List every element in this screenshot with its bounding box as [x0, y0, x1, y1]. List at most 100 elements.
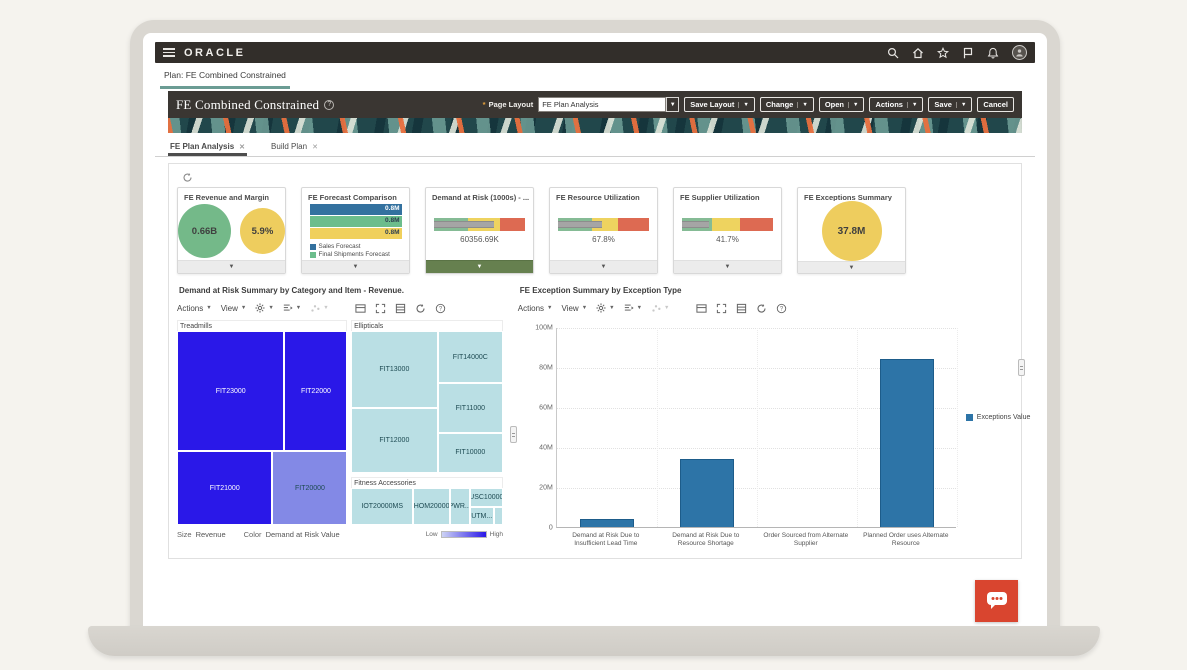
table-view-icon[interactable]: [395, 303, 406, 314]
view-menu[interactable]: View ▼: [220, 303, 247, 313]
favorites-star-icon[interactable]: [937, 46, 949, 59]
tile-title: FE Exceptions Summary: [804, 193, 892, 202]
tile-expand-button[interactable]: ▼: [178, 260, 285, 273]
chart-type-icon[interactable]: ▼: [310, 303, 329, 313]
oracle-logo: ORACLE: [184, 46, 246, 59]
bullet-measure-bar: [433, 221, 495, 228]
kpi-tile[interactable]: FE Supplier Utilization 41.7% ▼: [673, 187, 782, 274]
tile-body: 41.7%: [674, 202, 781, 260]
legend-swatch: [965, 414, 973, 421]
chat-button[interactable]: [975, 580, 1018, 622]
actions-button[interactable]: Actions ▼: [869, 97, 924, 112]
treemap-chart: Treadmills FIT23000 FIT22000 FIT21000 FIT200…: [177, 320, 503, 525]
user-avatar[interactable]: [1012, 45, 1027, 60]
refresh-icon[interactable]: [182, 170, 193, 187]
bullet-segment: [499, 218, 526, 231]
freeze-icon[interactable]: [355, 303, 366, 314]
tile-expand-button[interactable]: ▼: [426, 260, 533, 273]
treemap-cell[interactable]: IOT20000MS: [351, 487, 414, 525]
treemap-cell[interactable]: FIT10000: [437, 433, 503, 473]
tile-expand-button[interactable]: ▼: [798, 261, 905, 273]
exception-bar-chart: 0 20M 40M 60M 80M 100M Demand at Risk Due to I…: [518, 322, 1030, 560]
treemap-cell[interactable]: [493, 507, 503, 525]
gear-icon[interactable]: ▼: [596, 303, 615, 313]
y-axis-tick-label: 60M: [539, 404, 553, 412]
table-view-icon[interactable]: [736, 303, 747, 314]
treemap-group-label: Treadmills: [177, 320, 348, 331]
kpi-tile[interactable]: FE Revenue and Margin 0.66B 5.9% ▼: [177, 187, 286, 274]
treemap-cell[interactable]: FIT21000: [177, 451, 273, 525]
open-button[interactable]: Open ▼: [818, 97, 865, 112]
kpi-tile[interactable]: FE Exceptions Summary 37.8M ▼: [797, 187, 906, 274]
chart-type-icon[interactable]: ▼: [651, 303, 670, 313]
tab-fe-plan-analysis[interactable]: FE Plan Analysis ✕: [168, 142, 248, 156]
y-axis-tick-label: 100M: [535, 324, 553, 332]
tile-expand-button[interactable]: ▼: [550, 260, 657, 273]
treemap-cell[interactable]: PWR...: [449, 487, 470, 525]
view-menu[interactable]: View ▼: [561, 303, 588, 313]
close-tab-icon[interactable]: ✕: [312, 143, 318, 151]
bar-series-exceptions-value[interactable]: [579, 519, 634, 527]
change-button[interactable]: Change ▼: [759, 97, 814, 112]
notifications-bell-icon[interactable]: [987, 47, 999, 59]
treemap-cell[interactable]: FIT13000: [351, 331, 438, 408]
kpi-tiles-row: FE Revenue and Margin 0.66B 5.9% ▼ FE Foreca…: [177, 187, 1021, 274]
gear-icon[interactable]: ▼: [255, 303, 274, 313]
tile-title: FE Revenue and Margin: [184, 193, 270, 202]
legend-item: Final Shipments Forecast: [309, 251, 402, 258]
mini-bar: 0.8M: [309, 228, 402, 239]
gridline: [556, 368, 956, 369]
freeze-icon[interactable]: [695, 303, 707, 314]
search-icon[interactable]: [887, 47, 899, 59]
kpi-tile[interactable]: FE Forecast Comparison 0.8M 0.8M 0.8M Sales …: [301, 187, 410, 274]
y-axis-tick-label: 20M: [539, 484, 553, 492]
tile-body: 67.8%: [550, 202, 657, 260]
format-icon[interactable]: ▼: [283, 303, 301, 313]
treemap-cell[interactable]: FIT12000: [351, 407, 438, 473]
format-icon[interactable]: ▼: [624, 303, 642, 313]
treemap-cell[interactable]: FIT23000: [177, 331, 285, 452]
treemap-cell[interactable]: HOM20000: [413, 487, 450, 525]
bar-chart-panel-title: FE Exception Summary by Exception Type: [519, 286, 682, 295]
chart-plot-area: 0 20M 40M 60M 80M 100M: [535, 325, 958, 532]
actions-menu[interactable]: Actions ▼: [177, 303, 212, 313]
close-tab-icon[interactable]: ✕: [239, 143, 246, 151]
panel-splitter-handle[interactable]: [1018, 359, 1025, 376]
treemap-cell[interactable]: FIT14000C: [437, 331, 503, 384]
help-icon[interactable]: ?: [776, 303, 787, 314]
treemap-group-label: Ellipticals: [351, 320, 503, 331]
hamburger-menu-icon[interactable]: [163, 48, 175, 57]
save-button[interactable]: Save ▼: [928, 97, 973, 112]
home-icon[interactable]: [912, 47, 924, 59]
tile-expand-button[interactable]: ▼: [302, 260, 409, 273]
help-icon[interactable]: ?: [435, 303, 446, 314]
treemap-cell[interactable]: FIT11000: [437, 383, 503, 434]
kpi-tile[interactable]: Demand at Risk (1000s) - ... 60356.69K ▼: [425, 187, 534, 274]
help-icon[interactable]: ?: [324, 99, 335, 110]
page-layout-input[interactable]: [538, 97, 667, 112]
detach-icon[interactable]: [375, 303, 386, 314]
workspace-tabs: FE Plan Analysis ✕ Build Plan ✕: [155, 133, 1035, 157]
treemap-cell[interactable]: USC10000: [469, 487, 503, 508]
app-window: ORACLE: [143, 33, 1047, 630]
panel-splitter-handle[interactable]: [509, 426, 517, 443]
gridline: [556, 448, 956, 449]
treemap-cell[interactable]: FIT20000: [272, 451, 348, 525]
tab-build-plan[interactable]: Build Plan ✕: [271, 142, 318, 151]
cancel-button[interactable]: Cancel: [977, 97, 1014, 112]
refresh-icon[interactable]: [415, 303, 426, 314]
bullet-measure-bar: [681, 221, 710, 228]
detach-icon[interactable]: [716, 303, 727, 314]
bar-series-exceptions-value[interactable]: [679, 459, 734, 527]
tile-expand-button[interactable]: ▼: [674, 260, 781, 273]
bar-series-exceptions-value[interactable]: [879, 359, 934, 527]
flag-announcements-icon[interactable]: [962, 47, 974, 59]
treemap-cell[interactable]: FIT22000: [284, 331, 348, 452]
treemap-cell[interactable]: UTM...: [469, 507, 494, 525]
refresh-icon[interactable]: [756, 303, 767, 314]
kpi-tile[interactable]: FE Resource Utilization 67.8% ▼: [549, 187, 658, 274]
save-layout-button[interactable]: Save Layout ▼: [684, 97, 755, 112]
plan-tab[interactable]: Plan: FE Combined Constrained: [160, 70, 290, 89]
actions-menu[interactable]: Actions ▼: [517, 303, 553, 313]
page-layout-dropdown-button[interactable]: ▼: [666, 97, 680, 112]
